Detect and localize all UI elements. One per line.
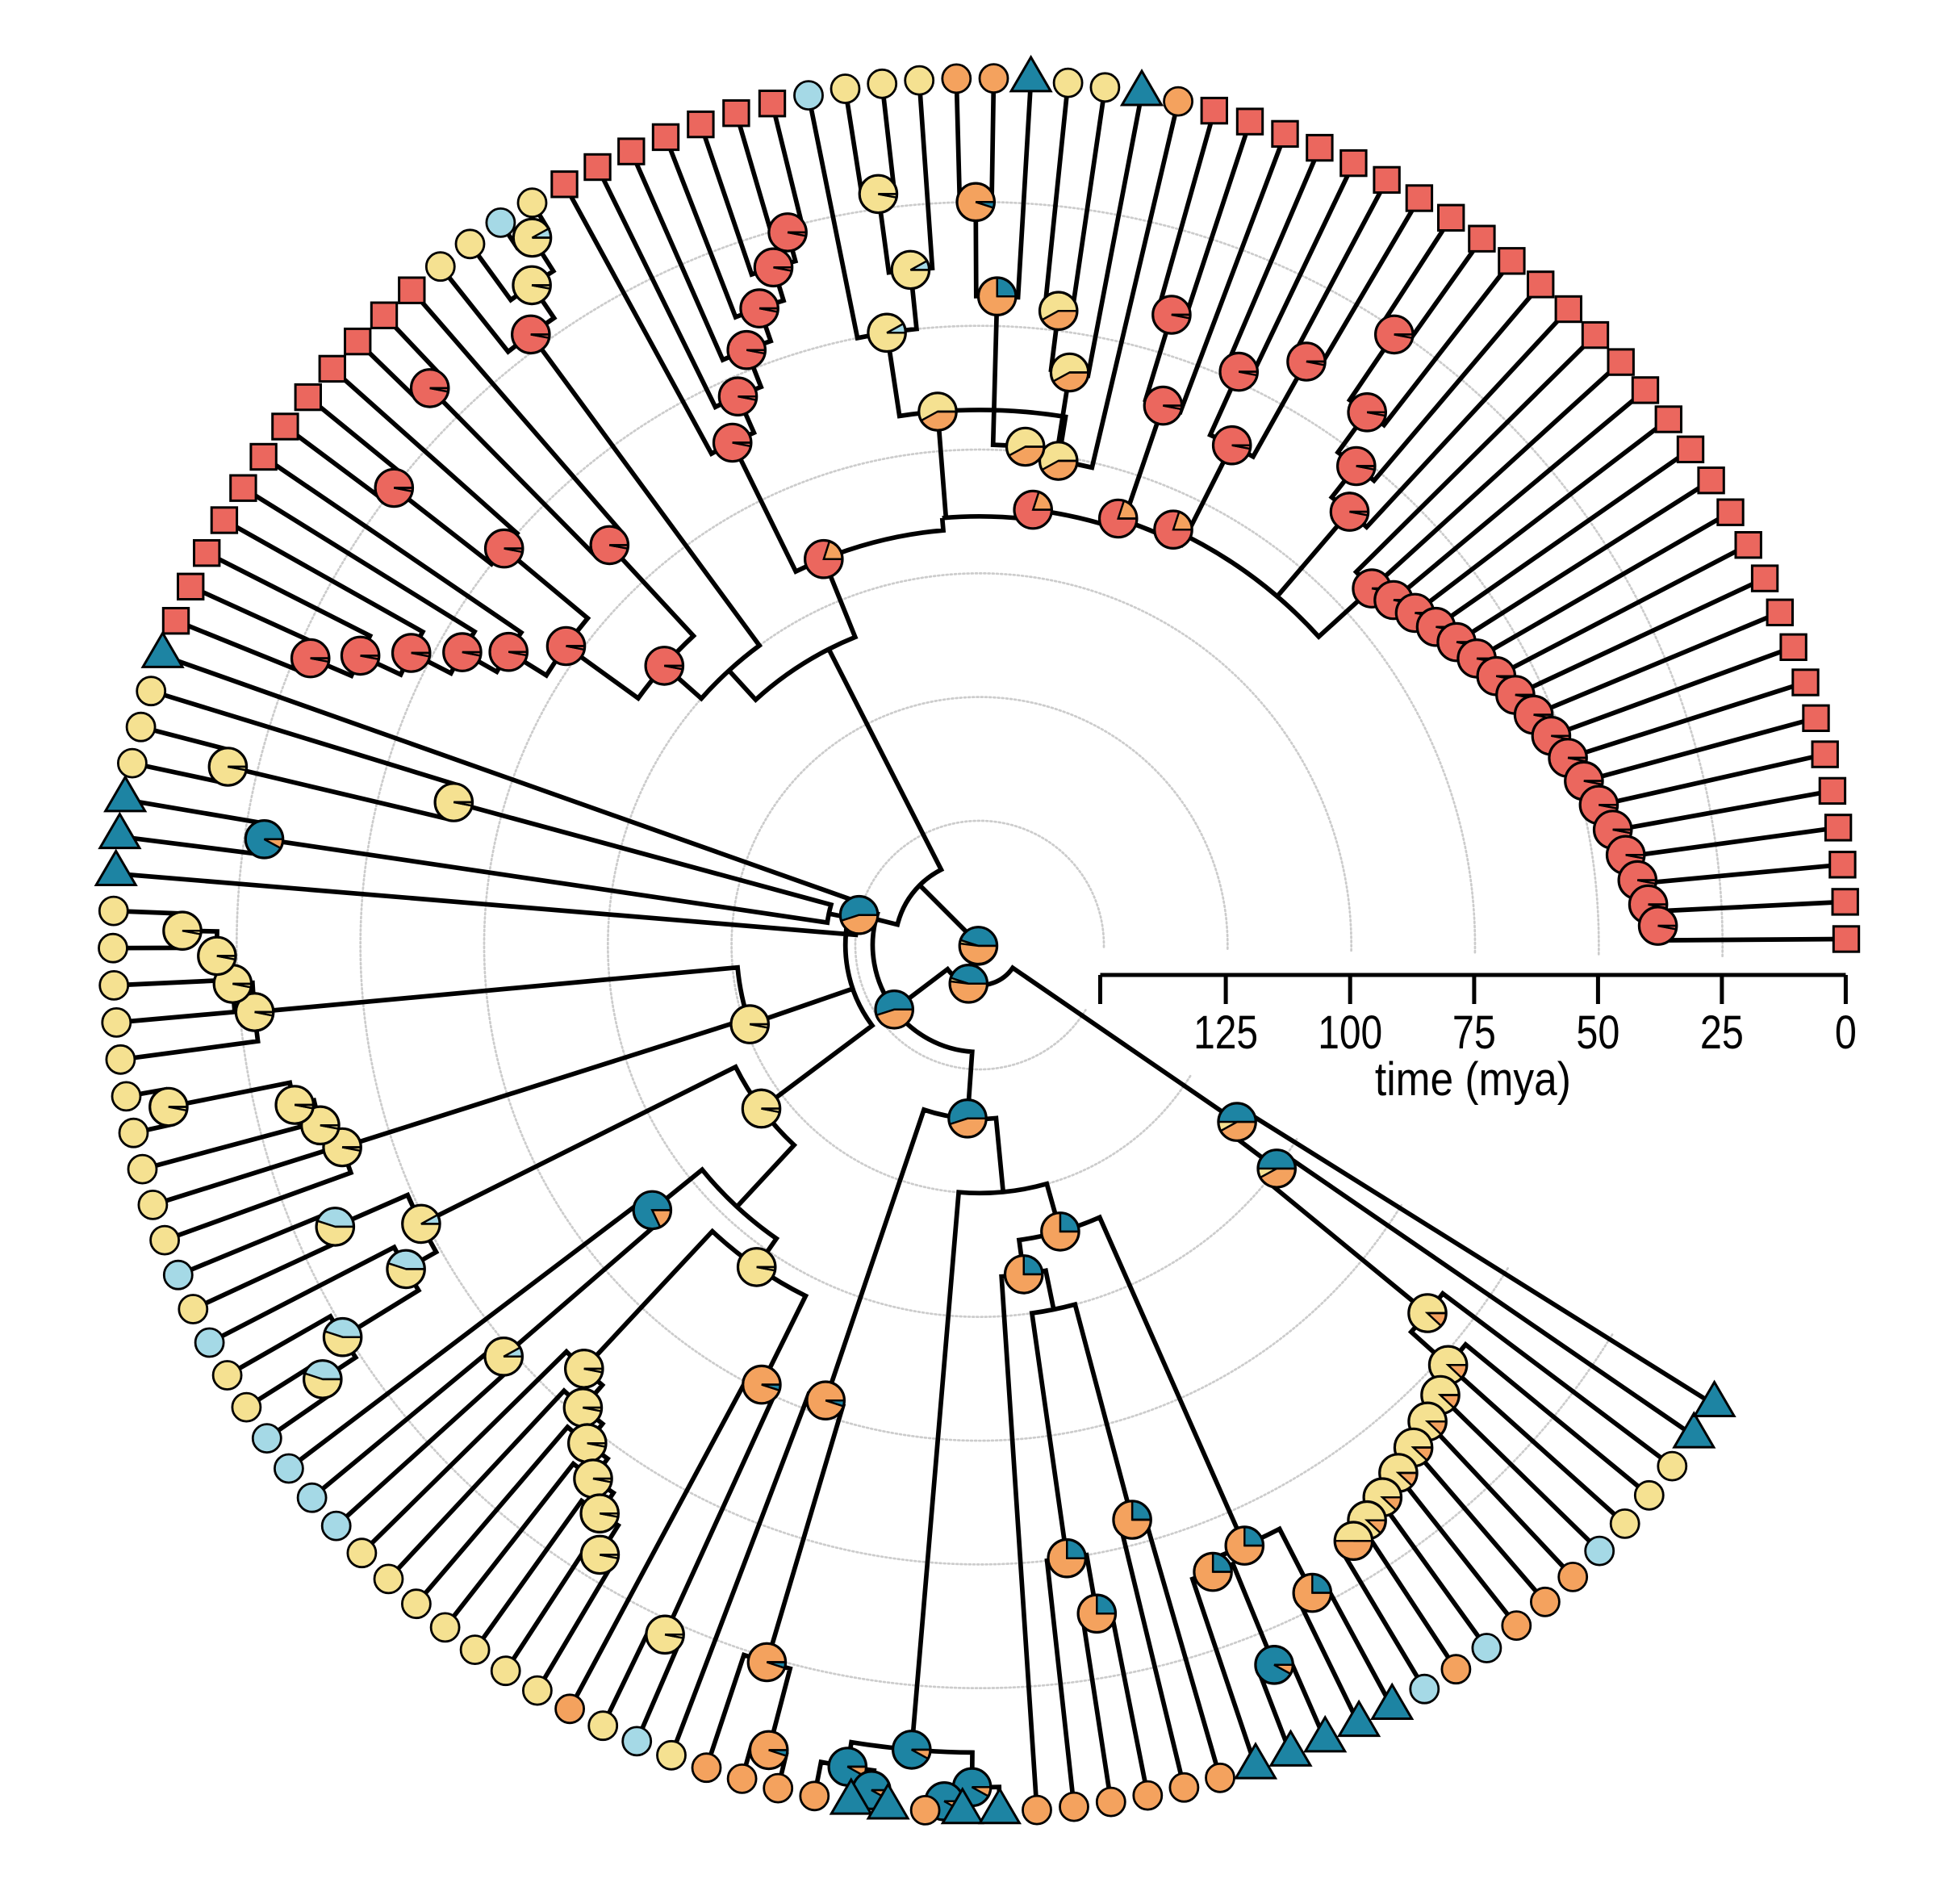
svg-text:50: 50	[1576, 1006, 1619, 1059]
svg-text:125: 125	[1193, 1006, 1258, 1059]
svg-text:75: 75	[1452, 1006, 1496, 1059]
svg-text:time (mya): time (mya)	[1375, 1053, 1571, 1106]
svg-text:100: 100	[1318, 1006, 1382, 1059]
svg-text:0: 0	[1835, 1006, 1857, 1059]
svg-text:25: 25	[1700, 1006, 1744, 1059]
